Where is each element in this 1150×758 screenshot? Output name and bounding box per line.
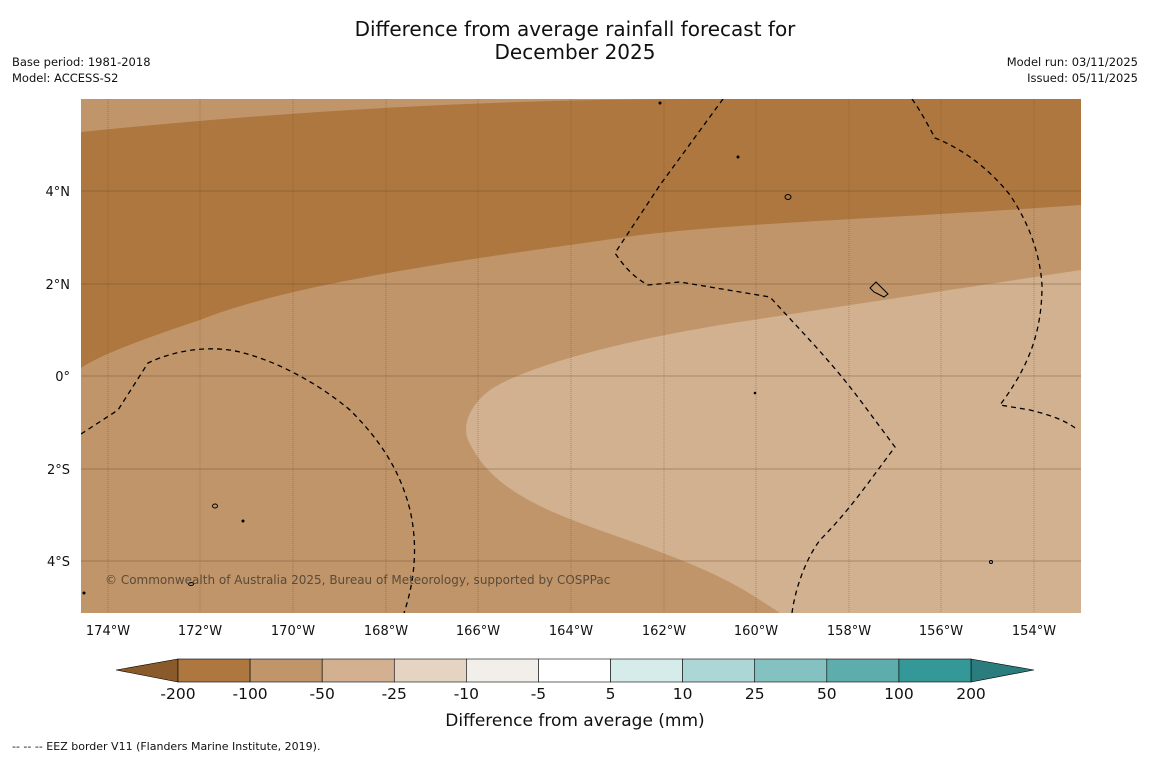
colorbar-tick-label: -5 [531, 685, 546, 703]
colorbar-over-arrow [970, 658, 1035, 683]
lon-label: 172°W [178, 624, 222, 639]
lon-label: 158°W [827, 624, 871, 639]
colorbar-tick-label: -100 [232, 685, 267, 703]
colorbar-segment [610, 658, 683, 683]
colorbar-segment [826, 658, 900, 683]
colorbar-segment [754, 658, 828, 683]
title-line-1: Difference from average rainfall forecas… [354, 17, 796, 41]
lon-label: 170°W [271, 624, 315, 639]
colorbar-segment [538, 658, 611, 683]
colorbar-segment [682, 658, 756, 683]
colorbar-tick-label: 10 [673, 685, 693, 703]
eez-footnote: -- -- -- EEZ border V11 (Flanders Marine… [12, 740, 321, 753]
lon-label: 166°W [456, 624, 500, 639]
colorbar-tick-label: -25 [382, 685, 407, 703]
lon-label: 156°W [919, 624, 963, 639]
lon-label: 160°W [734, 624, 778, 639]
colorbar-segment [898, 658, 972, 683]
chart-title: Difference from average rainfall forecas… [0, 18, 1150, 64]
lon-label: 162°W [642, 624, 686, 639]
lon-label: 168°W [364, 624, 408, 639]
colorbar-tick-label: 25 [745, 685, 765, 703]
colorbar-tick-label: 100 [884, 685, 914, 703]
model-name: Model: ACCESS-S2 [12, 71, 119, 85]
lat-label: 4°S [47, 555, 70, 570]
band-below-minus100 [81, 99, 1081, 368]
colorbar-tick-label: 5 [606, 685, 616, 703]
eez-borders [81, 99, 1079, 613]
lon-label: 164°W [549, 624, 593, 639]
colorbar-segment [177, 658, 251, 683]
colorbar: -200 -100 -50 -25 -10 -5 5 10 25 50 100 200 Differe… [115, 658, 1035, 731]
title-line-2: December 2025 [494, 40, 656, 64]
islands [82, 101, 993, 595]
base-period: Base period: 1981-2018 [12, 55, 151, 69]
meta-left: Base period: 1981-2018 Model: ACCESS-S2 [12, 54, 151, 86]
colorbar-title: Difference from average (mm) [445, 711, 704, 731]
lat-axis: 4°N 2°N 0° 2°S 4°S [46, 185, 71, 570]
lat-label: 2°S [47, 463, 70, 478]
colorbar-under-arrow [115, 658, 179, 683]
lon-axis: 174°W 172°W 170°W 168°W 166°W 164°W 162°… [86, 624, 1056, 639]
map-area: © Commonwealth of Australia 2025, Bureau… [81, 99, 1081, 613]
copyright-text: © Commonwealth of Australia 2025, Bureau… [105, 573, 610, 587]
meta-right: Model run: 03/11/2025 Issued: 05/11/2025 [1007, 54, 1138, 86]
colorbar-tick-label: 200 [956, 685, 986, 703]
colorbar-segment [393, 658, 467, 683]
lon-label: 154°W [1012, 624, 1056, 639]
colorbar-tick-label: -50 [310, 685, 335, 703]
colorbar-tick-label: -10 [454, 685, 479, 703]
colorbar-tick-label: 50 [817, 685, 837, 703]
lon-label: 174°W [86, 624, 130, 639]
lat-label: 0° [55, 370, 70, 385]
colorbar-segment [466, 658, 539, 683]
lat-label: 4°N [46, 185, 71, 200]
model-run: Model run: 03/11/2025 [1006, 55, 1138, 69]
colorbar-tick-label: -200 [160, 685, 195, 703]
colorbar-segment [321, 658, 395, 683]
band-minus50-to-minus25 [466, 270, 1081, 613]
colorbar-segment [249, 658, 323, 683]
lat-label: 2°N [46, 278, 71, 293]
gridlines [81, 99, 1081, 613]
issued-date: Issued: 05/11/2025 [1027, 71, 1138, 85]
band-top-wedge [81, 99, 400, 132]
